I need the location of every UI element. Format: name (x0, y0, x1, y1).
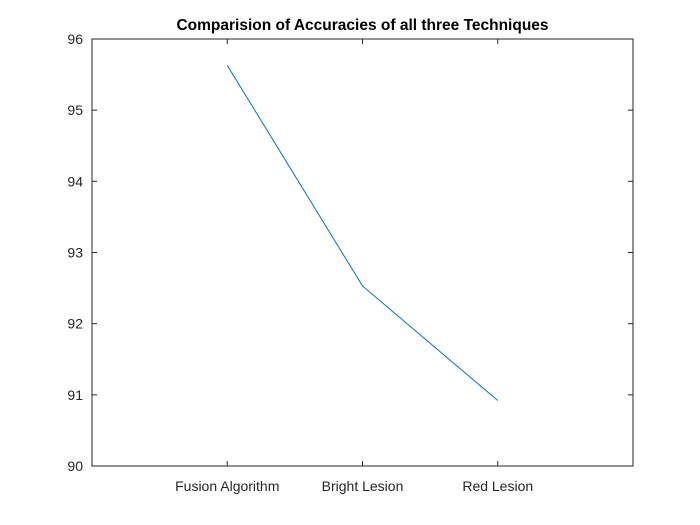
y-axis: 90 91 92 93 94 95 96 (67, 31, 633, 474)
y-tick-label: 93 (67, 245, 83, 261)
y-tick-label: 95 (67, 102, 83, 118)
series-layer (226, 65, 499, 401)
plot-area (91, 38, 634, 467)
x-tick-label: Red Lesion (462, 478, 533, 494)
y-tick-label: 94 (67, 173, 83, 189)
x-tick-label: Bright Lesion (322, 478, 404, 494)
y-tick-label: 90 (67, 458, 83, 474)
y-tick-label: 96 (67, 31, 83, 47)
x-tick-label: Fusion Algorithm (175, 478, 279, 494)
y-tick-label: 91 (67, 387, 83, 403)
chart-title: Comparision of Accuracies of all three T… (176, 17, 548, 34)
x-axis: Fusion Algorithm Bright Lesion Red Lesion (175, 39, 533, 494)
y-tick-label: 92 (67, 316, 83, 332)
series-line (226, 65, 499, 401)
